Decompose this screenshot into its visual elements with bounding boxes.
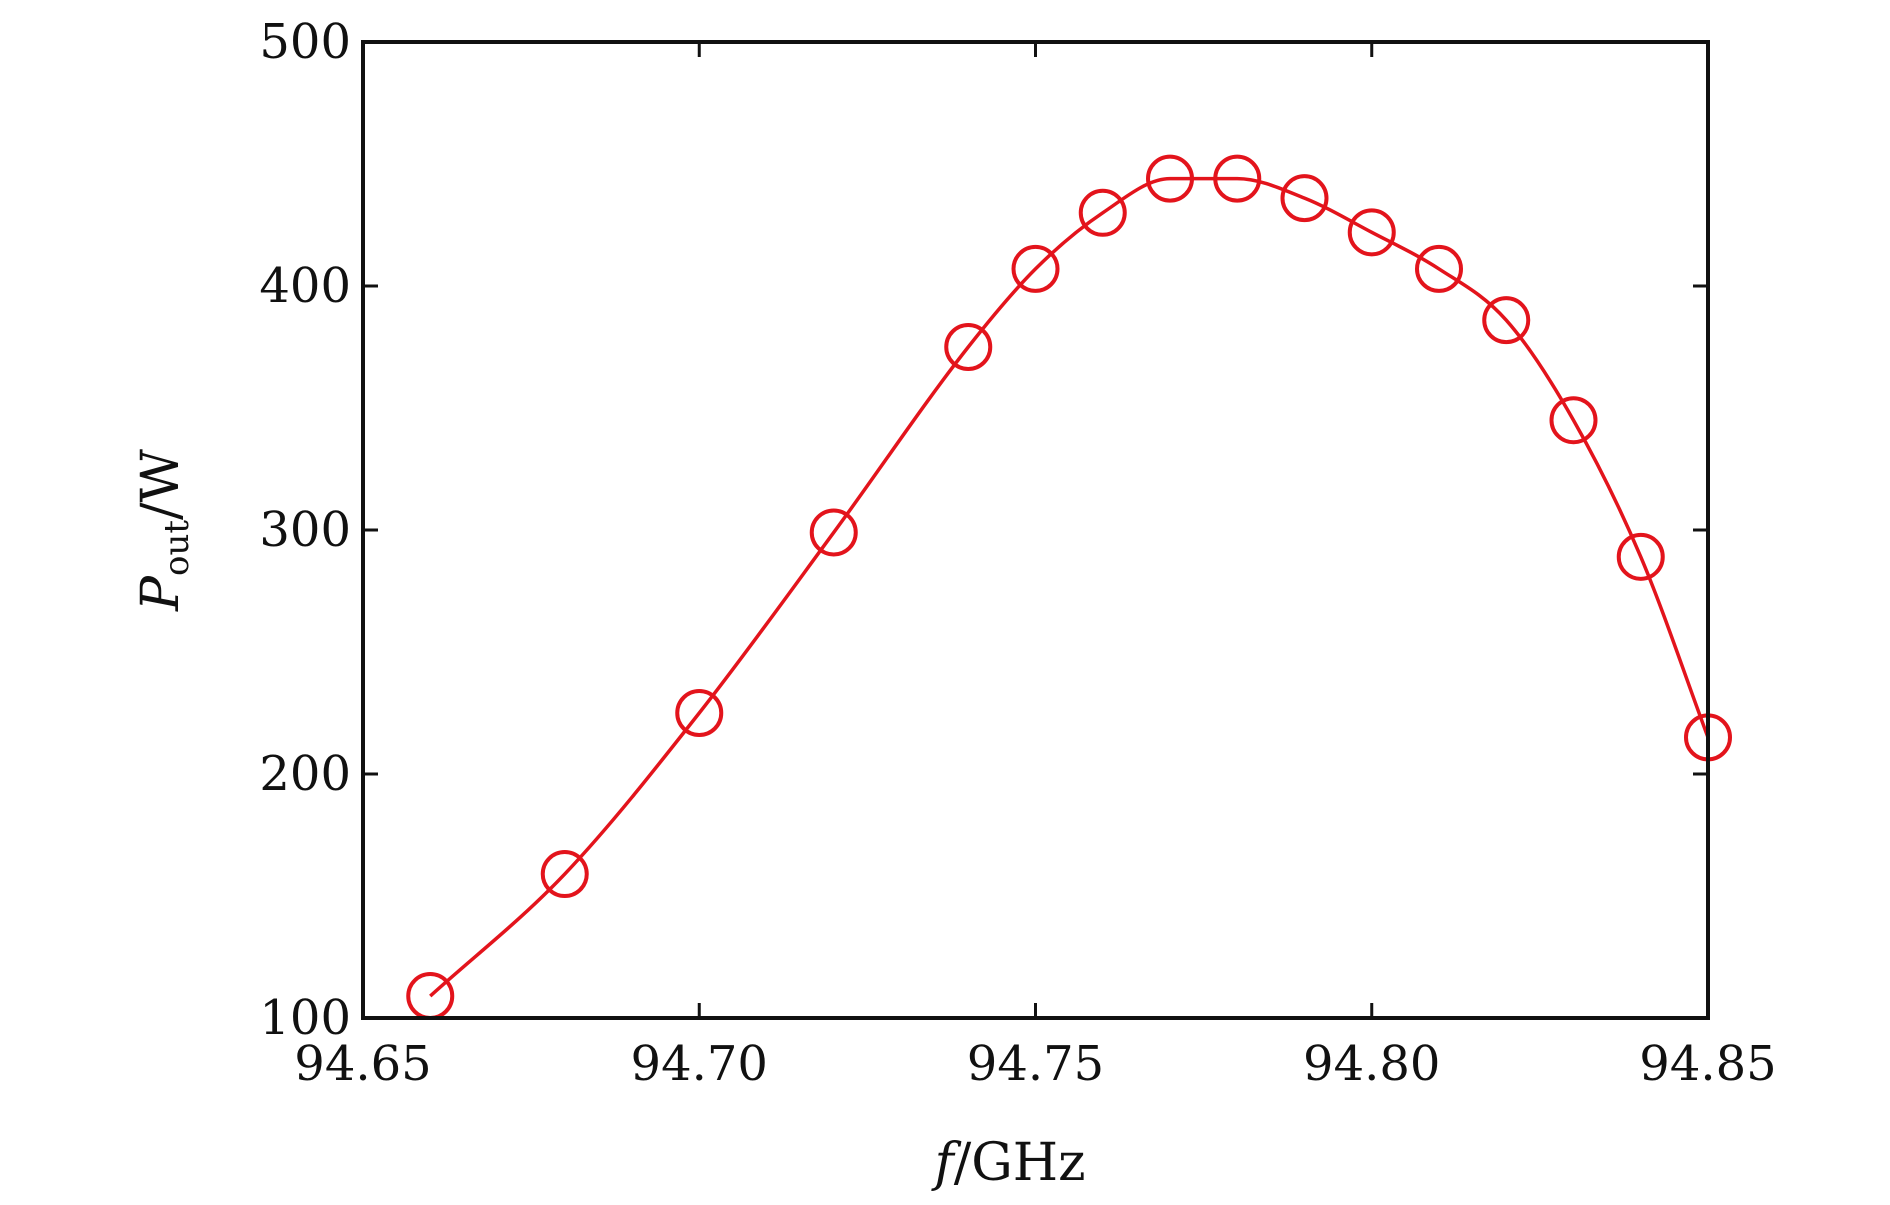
data-point-marker bbox=[809, 508, 858, 557]
x-axis-label: f/GHz bbox=[930, 1133, 1085, 1193]
y-tick-label: 400 bbox=[259, 258, 351, 314]
y-axis-symbol: P bbox=[131, 575, 191, 612]
plot-frame bbox=[361, 40, 1710, 1020]
data-point-marker bbox=[1213, 154, 1262, 203]
y-tick-label: 100 bbox=[259, 990, 351, 1046]
data-point-marker bbox=[1280, 174, 1329, 223]
x-tick-label: 94.80 bbox=[1303, 1036, 1440, 1092]
data-point-marker bbox=[1146, 154, 1194, 203]
y-axis-subscript: out bbox=[157, 520, 197, 576]
data-point-marker bbox=[944, 323, 993, 371]
data-point-marker bbox=[675, 689, 724, 737]
y-tick-label: 200 bbox=[259, 746, 351, 802]
y-axis-unit: /W bbox=[131, 448, 191, 520]
data-point-marker bbox=[1011, 244, 1060, 293]
plot-area bbox=[406, 154, 1732, 1021]
series-line bbox=[429, 176, 1710, 998]
x-axis-unit: /GHz bbox=[954, 1133, 1086, 1193]
data-point-marker bbox=[540, 850, 589, 899]
x-tick-label: 94.65 bbox=[294, 1036, 431, 1092]
x-tick-label: 94.85 bbox=[1639, 1036, 1776, 1092]
x-tick-label: 94.75 bbox=[967, 1036, 1104, 1092]
data-point-marker bbox=[1347, 208, 1396, 257]
data-point-marker bbox=[1482, 296, 1531, 345]
data-point-marker bbox=[1415, 244, 1463, 293]
y-tick-label: 500 bbox=[259, 14, 351, 70]
data-point-marker bbox=[1078, 188, 1127, 237]
y-axis-label: Pout/W bbox=[131, 448, 197, 612]
x-tick-label: 94.70 bbox=[631, 1036, 768, 1092]
data-point-marker bbox=[1549, 396, 1598, 445]
y-tick-label: 300 bbox=[259, 502, 351, 558]
axis-tick-labels: 94.65 94.70 94.75 94.80 94.85 100 200 300 400 500 bbox=[259, 14, 1776, 1092]
data-point-marker bbox=[1616, 532, 1665, 581]
